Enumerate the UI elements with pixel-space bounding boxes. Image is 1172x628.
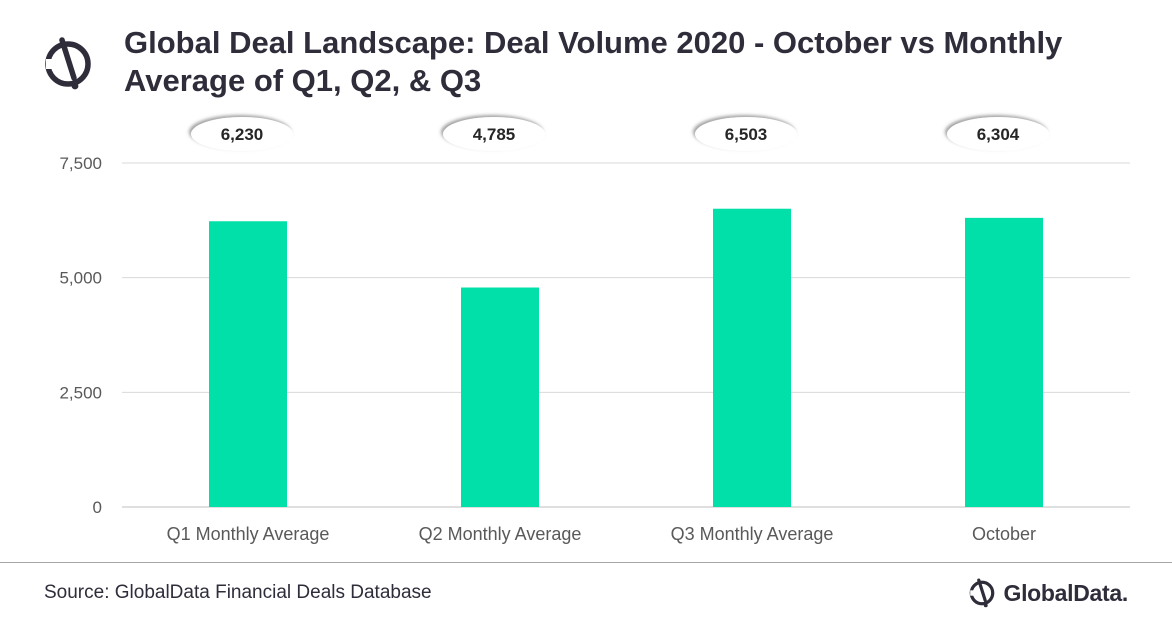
y-tick-label: 0 <box>93 498 102 517</box>
x-tick-label: Q3 Monthly Average <box>671 524 834 544</box>
y-tick-label: 7,500 <box>59 154 102 173</box>
data-label-bubble: 6,503 <box>695 117 797 151</box>
x-tick-label: Q2 Monthly Average <box>419 524 582 544</box>
brand-name: GlobalData. <box>1003 579 1128 606</box>
source-note: Source: GlobalData Financial Deals Datab… <box>44 582 432 603</box>
y-tick-label: 5,000 <box>59 269 102 288</box>
data-label-shape <box>947 117 1049 151</box>
bar <box>209 221 287 507</box>
data-label-bubble: 6,230 <box>191 117 293 151</box>
y-tick-label: 2,500 <box>59 383 102 402</box>
bar-chart: 0 2,500 5,000 7,500 Q1 Monthly Average 6,230 Q… <box>59 117 1130 544</box>
footer-divider <box>0 562 1172 563</box>
x-tick-label: October <box>972 524 1036 544</box>
bar <box>965 217 1043 507</box>
chart-title: Global Deal Landscape: Deal Volume 2020 … <box>124 25 1063 98</box>
x-tick-label: Q1 Monthly Average <box>167 524 330 544</box>
data-label-bubble: 6,304 <box>947 117 1049 151</box>
bar <box>713 208 791 507</box>
globaldata-brand-icon <box>970 578 995 608</box>
data-label-shape <box>191 117 293 151</box>
data-label: 6,503 <box>725 125 768 144</box>
data-label: 4,785 <box>473 125 516 144</box>
brand-logo: GlobalData. <box>967 578 1128 608</box>
globaldata-logo-icon <box>45 37 91 90</box>
data-label-shape <box>443 117 545 151</box>
data-label: 6,230 <box>221 125 264 144</box>
data-label-shape <box>695 117 797 151</box>
bar <box>461 287 539 507</box>
data-label: 6,304 <box>977 125 1020 144</box>
data-label-bubble: 4,785 <box>443 117 545 151</box>
